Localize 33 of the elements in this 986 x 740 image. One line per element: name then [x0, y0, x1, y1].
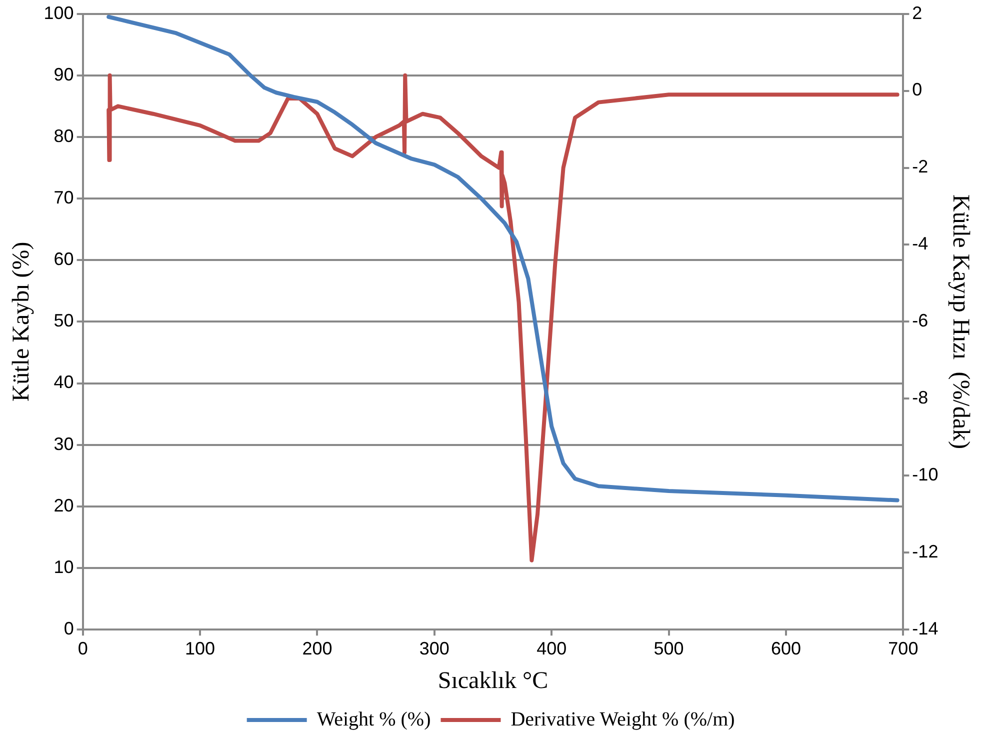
x-tick-label: 200: [302, 638, 332, 658]
x-tick-label: 700: [888, 638, 918, 658]
y2-tick-label: 0: [912, 80, 922, 100]
y-tick-label: 50: [54, 310, 74, 331]
y-tick-label: 10: [54, 556, 74, 577]
y2-tick-label: -14: [912, 618, 938, 639]
y-axis-title: Kütle Kaybı (%): [8, 242, 35, 402]
y-tick-label: 100: [44, 2, 74, 23]
x-tick-label: 0: [78, 638, 88, 658]
y-tick-label: 40: [54, 372, 74, 392]
y-tick-label: 30: [54, 434, 74, 454]
y2-tick-label: -8: [912, 388, 928, 408]
y2-tick-label: 2: [912, 2, 922, 23]
y-tick-label: 60: [54, 249, 74, 270]
y-tick-label: 90: [54, 64, 74, 84]
y2-tick-label: -2: [912, 156, 928, 177]
x-axis-title: Sıcaklık °C: [438, 668, 548, 694]
legend-label: Weight % (%): [316, 708, 431, 730]
x-tick-label: 500: [654, 638, 684, 658]
y2-tick-label: -4: [912, 234, 928, 254]
y-tick-label: 20: [54, 495, 74, 516]
y2-tick-label: -10: [912, 464, 938, 485]
y-tick-label: 80: [54, 126, 74, 146]
y2-tick-label: -6: [912, 310, 928, 331]
x-tick-label: 600: [770, 638, 802, 658]
y-tick-label: 70: [54, 188, 74, 208]
y-tick-label: 0: [64, 618, 74, 639]
y2-axis-title: Kütle Kayıp Hızı (%/dak): [947, 194, 974, 449]
x-tick-label: 400: [536, 638, 567, 658]
x-tick-label: 300: [419, 638, 450, 658]
legend-label: Derivative Weight % (%/m): [510, 708, 735, 730]
y2-tick-label: -12: [912, 542, 938, 562]
x-tick-label: 100: [185, 638, 216, 658]
